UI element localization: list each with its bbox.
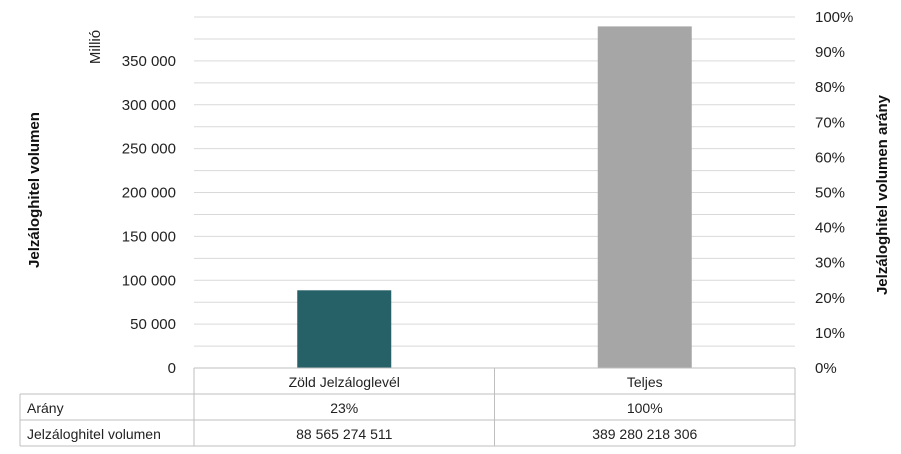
table-cell: 389 280 218 306 [592, 426, 697, 442]
y2-tick-label: 0% [815, 360, 837, 377]
table-cell: 23% [330, 400, 358, 416]
y2-tick-label: 10% [815, 325, 845, 342]
y2-tick-label: 30% [815, 255, 845, 272]
left-axis-ticks: 0 50 000 100 000 150 000 200 000 250 000 300 0… [122, 53, 176, 377]
y2-axis-title: Jelzáloghitel volumen arány [874, 94, 891, 295]
y2-tick-label: 80% [815, 79, 845, 96]
bar [297, 290, 392, 368]
table-row-label: Arány [27, 400, 64, 416]
y2-tick-label: 50% [815, 185, 845, 202]
y-tick-label: 350 000 [122, 53, 176, 70]
gridlines [194, 16, 795, 369]
y-tick-label: 200 000 [122, 185, 176, 202]
table-cell: 88 565 274 511 [296, 426, 392, 442]
y2-tick-label: 20% [815, 290, 845, 307]
y-tick-label: 250 000 [122, 141, 176, 158]
category-label: Zöld Jelzáloglevél [289, 374, 400, 390]
y2-tick-label: 90% [815, 44, 845, 61]
y2-tick-label: 60% [815, 149, 845, 166]
y-tick-label: 50 000 [130, 316, 176, 333]
y-tick-label: 100 000 [122, 272, 176, 289]
y-tick-label: 0 [168, 360, 176, 377]
right-axis-ticks: 0% 10% 20% 30% 40% 50% 60% 70% 80% 90% 100% [815, 9, 853, 377]
table-row-label: Jelzáloghitel volumen [27, 426, 161, 442]
y-tick-label: 150 000 [122, 228, 176, 245]
bar [597, 26, 692, 368]
table-cell: 100% [627, 400, 663, 416]
bars [297, 26, 692, 368]
y2-tick-label: 40% [815, 220, 845, 237]
y2-tick-label: 100% [815, 9, 853, 26]
y-axis-title: Jelzáloghitel volumen [26, 112, 43, 268]
data-table: Zöld Jelzáloglevél Teljes Arány 23% 100% Jelz… [19, 367, 796, 447]
y-tick-label: 300 000 [122, 97, 176, 114]
unit-label: Millió [87, 30, 104, 64]
y2-tick-label: 70% [815, 114, 845, 131]
category-label: Teljes [627, 374, 663, 390]
